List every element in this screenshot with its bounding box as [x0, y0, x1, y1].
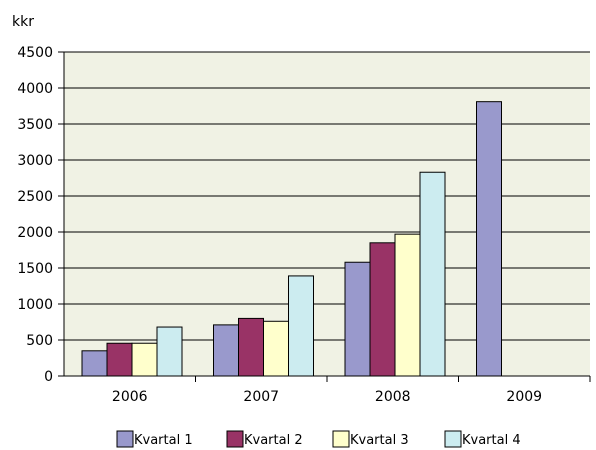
bar — [419, 171, 446, 377]
legend: Kvartal 1 Kvartal 2 Kvartal 3 Kvartal 4 — [116, 430, 521, 448]
plot-area — [64, 52, 590, 376]
bar — [288, 275, 314, 377]
bar — [106, 342, 133, 377]
x-axis-ticks: 2006 2007 2008 2009 — [112, 376, 591, 405]
y-tick-label: 1000 — [17, 297, 53, 313]
legend-label: Kvartal 2 — [244, 433, 303, 448]
bars — [81, 101, 502, 377]
legend-swatch — [116, 430, 134, 448]
y-tick-label: 3000 — [17, 153, 53, 169]
bar — [394, 233, 421, 377]
x-tick-label: 2007 — [243, 389, 279, 405]
gridlines — [64, 51, 590, 341]
y-tick-label: 4000 — [17, 81, 53, 97]
y-tick-label: 1500 — [17, 261, 53, 277]
y-tick-label: 4500 — [17, 45, 53, 61]
bar — [213, 324, 239, 377]
legend-swatch — [226, 430, 244, 448]
legend-label: Kvartal 1 — [134, 433, 193, 448]
y-tick-label: 3500 — [17, 117, 53, 133]
x-tick-label: 2006 — [112, 389, 148, 405]
bar — [81, 350, 108, 377]
legend-swatch — [332, 430, 350, 448]
legend-label: Kvartal 3 — [350, 433, 409, 448]
x-tick-label: 2008 — [375, 389, 411, 405]
legend-label: Kvartal 4 — [462, 433, 521, 448]
bar — [238, 317, 264, 377]
y-tick-label: 2500 — [17, 189, 53, 205]
y-axis-ticks: 0 500 1000 1500 2000 2500 3000 3500 4000 4500 — [17, 45, 64, 385]
bar — [156, 326, 183, 377]
y-tick-label: 2000 — [17, 225, 53, 241]
legend-swatch — [444, 430, 462, 448]
y-tick-label: 0 — [44, 369, 53, 385]
bar — [263, 320, 289, 377]
bar — [131, 342, 158, 377]
bar — [344, 261, 371, 377]
x-tick-label: 2009 — [506, 389, 542, 405]
y-tick-label: 500 — [26, 333, 53, 349]
bar — [476, 101, 502, 377]
bar — [369, 242, 396, 377]
y-axis-unit-label: kkr — [12, 14, 34, 30]
